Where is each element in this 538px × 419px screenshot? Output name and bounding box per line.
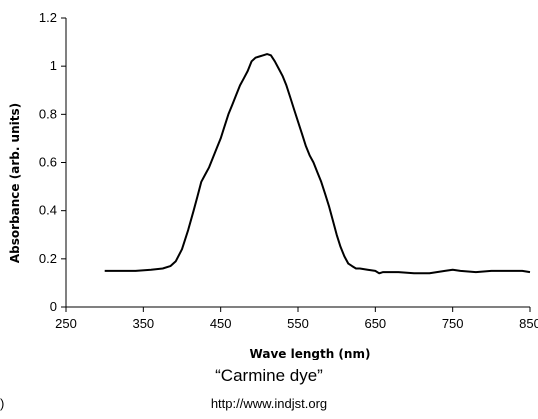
y-tick-label: 0.4 bbox=[39, 203, 57, 218]
x-tick-label: 650 bbox=[364, 316, 386, 331]
absorbance-chart: 0 0.2 0.4 0.6 0.8 1 1.2 250 350 450 550 650 750 850 A… bbox=[8, 10, 538, 360]
y-tick-label: 1.2 bbox=[39, 10, 57, 25]
x-tick-label: 450 bbox=[210, 316, 232, 331]
x-tick-label: 750 bbox=[442, 316, 464, 331]
y-tick-label: 0 bbox=[50, 299, 57, 314]
stray-parenthesis: ) bbox=[0, 396, 5, 411]
source-url: http://www.indjst.org bbox=[210, 396, 328, 411]
x-tick-label: 850 bbox=[519, 316, 538, 331]
x-axis-label: Wave length (nm) bbox=[250, 347, 371, 360]
chart-ticks: 0 0.2 0.4 0.6 0.8 1 1.2 250 350 450 550 650 750 850 bbox=[39, 10, 538, 331]
x-tick-label: 250 bbox=[55, 316, 77, 331]
y-tick-label: 0.6 bbox=[39, 155, 57, 170]
y-tick-label: 0.2 bbox=[39, 251, 57, 266]
y-tick-label: 1 bbox=[50, 58, 57, 73]
x-tick-label: 350 bbox=[132, 316, 154, 331]
figure-caption: “Carmine dye” bbox=[215, 366, 323, 385]
absorbance-series-line bbox=[104, 53, 531, 275]
chart-axes bbox=[65, 18, 530, 308]
x-tick-label: 550 bbox=[287, 316, 309, 331]
y-tick-label: 0.8 bbox=[39, 106, 57, 121]
y-axis-label: Absorbance (arb. units) bbox=[8, 103, 22, 263]
chart-series-layer bbox=[104, 53, 531, 275]
